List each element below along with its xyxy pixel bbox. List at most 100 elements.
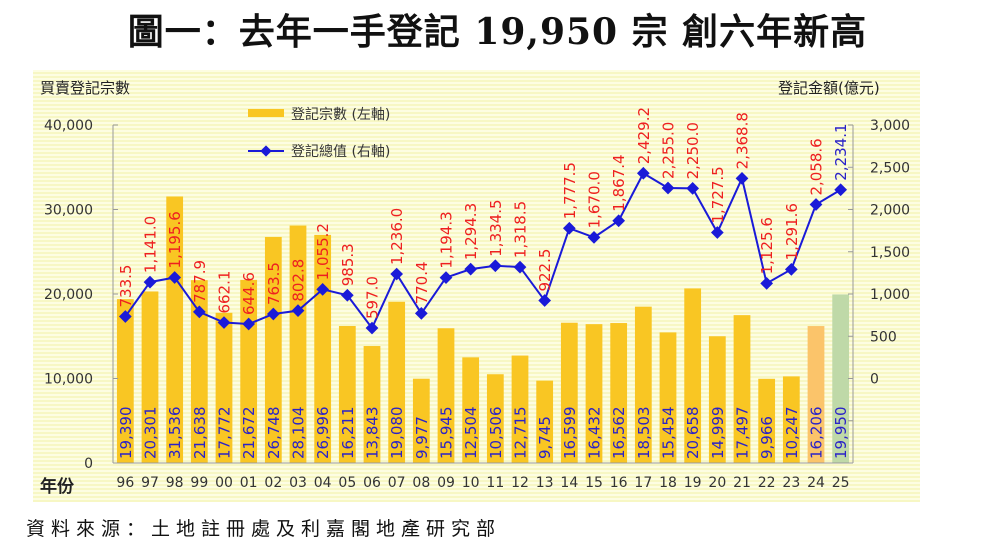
y2-axis-title: 登記金額(億元)	[778, 79, 880, 97]
bar-03	[289, 225, 307, 463]
line-point-01	[242, 317, 256, 331]
bar-25	[832, 294, 850, 463]
x-tick-label: 21	[733, 475, 751, 491]
line-point-03	[291, 304, 305, 318]
line-point-17	[636, 166, 650, 180]
bar-22	[758, 378, 776, 463]
x-tick-label: 04	[314, 475, 332, 491]
line-label-12: 1,318.5	[512, 201, 530, 258]
line-point-04	[316, 282, 330, 296]
x-tick-label: 11	[486, 475, 504, 491]
bar-21	[733, 315, 751, 463]
line-label-18: 2,255.0	[660, 122, 678, 179]
x-tick-label: 03	[289, 475, 307, 491]
line-label-99: 787.9	[191, 260, 209, 303]
line-label-20: 1,727.5	[709, 166, 727, 223]
x-tick-label: 01	[240, 475, 258, 491]
bar-series	[116, 196, 850, 463]
bar-10	[462, 357, 480, 463]
y-axis-title: 買賣登記宗數	[40, 79, 130, 97]
bar-label-17: 18,503	[635, 407, 653, 460]
bar-label-01: 21,672	[240, 407, 258, 460]
left-tick-label: 20,000	[44, 287, 93, 303]
right-tick-label: 0	[870, 372, 879, 388]
x-tick-label: 15	[585, 475, 603, 491]
line-point-24	[809, 198, 823, 211]
bar-96	[116, 299, 134, 463]
bar-05	[338, 326, 356, 463]
x-tick-label: 13	[536, 475, 554, 491]
x-tick-label: 20	[708, 475, 726, 491]
bar-label-07: 19,080	[388, 407, 406, 460]
bar-label-24: 16,206	[808, 407, 826, 460]
line-label-22: 1,125.6	[758, 217, 776, 274]
bar-label-98: 31,536	[166, 407, 184, 460]
bar-label-25: 19,950	[832, 407, 850, 460]
x-tick-label: 07	[388, 475, 406, 491]
x-tick-label: 97	[141, 475, 159, 491]
bar-07	[388, 301, 406, 463]
legend-bar-label: 登記宗數 (左軸)	[291, 106, 390, 123]
line-label-08: 770.4	[413, 261, 431, 304]
bar-06	[363, 346, 381, 463]
bar-97	[141, 291, 159, 463]
bar-label-23: 10,247	[783, 407, 801, 460]
bar-label-05: 16,211	[339, 407, 357, 460]
line-label-25: 2,234.1	[832, 123, 850, 180]
right-tick-label: 1,500	[870, 245, 910, 261]
line-label-98: 1,195.6	[166, 211, 184, 268]
x-tick-label: 23	[782, 475, 800, 491]
x-tick-label: 16	[610, 475, 628, 491]
line-label-14: 1,777.5	[561, 162, 579, 219]
bar-08	[412, 378, 430, 463]
x-tick-label: 08	[412, 475, 430, 491]
right-tick-label: 2,500	[870, 160, 910, 176]
line-point-98	[168, 271, 182, 284]
bar-label-18: 15,454	[660, 407, 678, 460]
x-tick-label: 19	[684, 475, 702, 491]
x-tick-label: 09	[437, 475, 455, 491]
bar-label-15: 16,432	[586, 407, 604, 460]
bar-label-08: 9,977	[413, 416, 431, 459]
x-tick-label: 99	[190, 475, 208, 491]
line-point-22	[760, 277, 774, 290]
bar-18	[659, 332, 677, 463]
bar-label-20: 14,999	[709, 407, 727, 460]
line-label-09: 1,194.3	[438, 211, 456, 268]
line-point-23	[784, 262, 798, 276]
bar-label-06: 13,843	[364, 407, 382, 460]
bar-11	[486, 374, 504, 463]
bar-label-02: 26,748	[265, 407, 283, 460]
line-label-10: 1,294.3	[462, 203, 480, 260]
legend-bar-swatch	[248, 109, 284, 117]
line-point-07	[390, 267, 404, 281]
bar-17	[634, 306, 652, 463]
x-tick-label: 24	[807, 475, 825, 491]
line-label-24: 2,058.6	[808, 138, 826, 195]
line-point-97	[143, 275, 157, 289]
x-tick-label: 96	[116, 475, 134, 491]
line-labels: 733.5 1,141.0 1,195.6 787.9 662.1 644.6 763.5 8…	[117, 107, 850, 319]
line-point-06	[365, 321, 379, 335]
right-ticks: 0 500 1,000 1,500 2,000 2,500 3,000	[848, 118, 910, 464]
bar-label-04: 26,996	[314, 407, 332, 460]
line-point-96	[118, 310, 132, 323]
bar-24	[807, 326, 825, 463]
line-label-96: 733.5	[117, 265, 135, 308]
x-tick-label: 14	[560, 475, 578, 491]
line-label-15: 1,670.0	[586, 171, 604, 228]
x-tick-label: 17	[634, 475, 652, 491]
legend: 登記宗數 (左軸) 登記總值 (右軸)	[248, 106, 390, 160]
line-label-02: 763.5	[265, 262, 283, 305]
bar-98	[166, 196, 184, 463]
bar-label-96: 19,390	[117, 407, 135, 460]
x-tick-label: 12	[511, 475, 529, 491]
line-label-19: 2,250.0	[684, 122, 702, 179]
bar-label-10: 12,504	[462, 407, 480, 460]
line-label-04: 1,055.2	[314, 223, 332, 280]
bar-14	[560, 322, 578, 463]
left-tick-label: 0	[84, 456, 93, 472]
line-label-17: 2,429.2	[635, 107, 653, 164]
bar-19	[684, 288, 702, 463]
